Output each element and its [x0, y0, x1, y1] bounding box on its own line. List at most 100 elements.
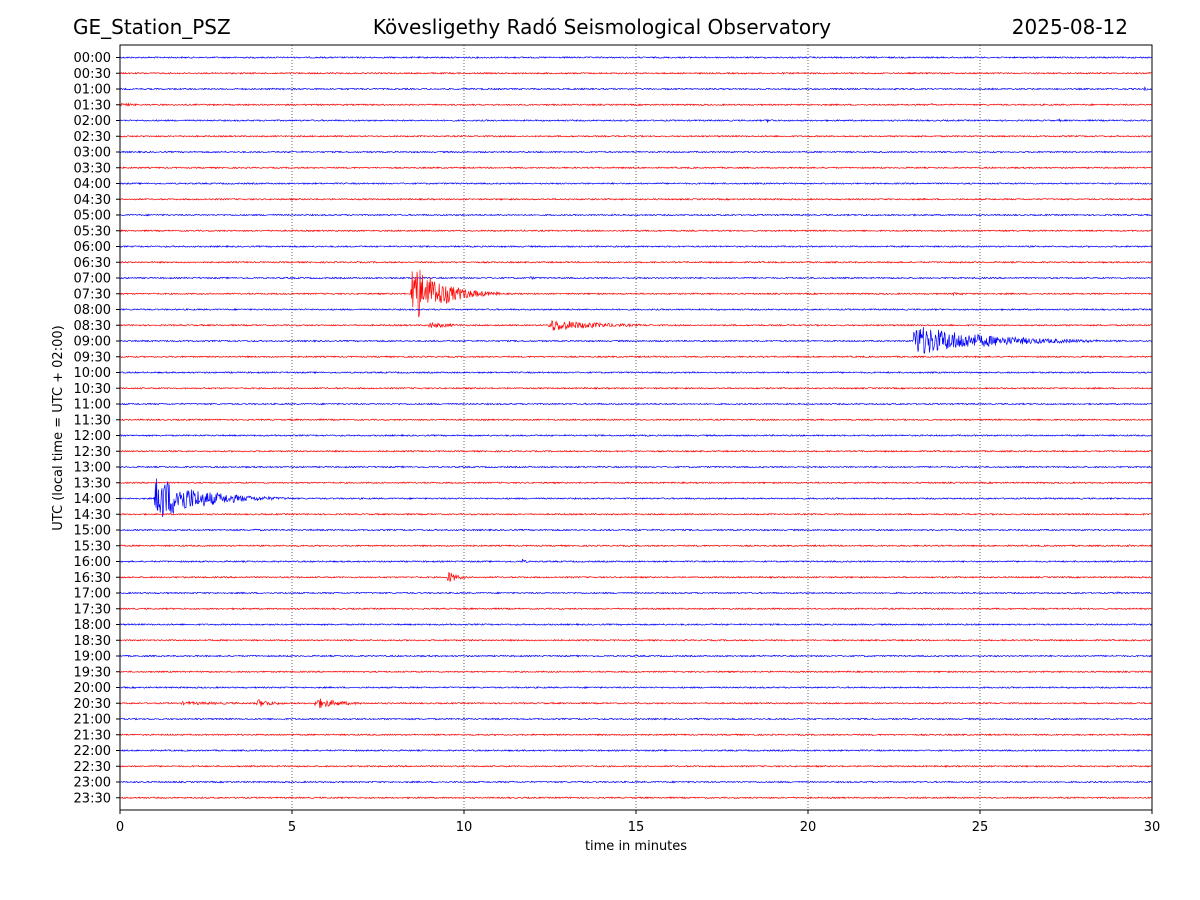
x-tick-label: 25: [972, 820, 989, 835]
y-tick-label: 05:00: [74, 209, 111, 224]
y-tick-label: 03:30: [74, 161, 111, 176]
trace-0830: [119, 319, 1152, 331]
y-tick-label: 04:30: [74, 193, 111, 208]
y-tick-label: 17:00: [74, 587, 111, 602]
y-tick-label: 06:00: [74, 240, 111, 255]
y-tick-label: 13:00: [74, 461, 111, 476]
grid-lines: [291, 45, 981, 810]
trace-0900: [119, 327, 1152, 354]
y-tick-label: 22:00: [74, 744, 111, 759]
y-tick-label: 18:00: [74, 618, 111, 633]
y-tick-label: 10:30: [74, 382, 111, 397]
trace-0430: [119, 197, 1152, 201]
y-tick-label: 02:30: [74, 130, 111, 145]
trace-0130: [119, 102, 1152, 107]
trace-1900: [119, 654, 1152, 658]
y-tick-label: 23:00: [74, 776, 111, 791]
trace-2230: [119, 764, 1152, 768]
y-tick-label: 01:30: [74, 98, 111, 113]
trace-0500: [119, 213, 1152, 217]
trace-0330: [119, 166, 1152, 170]
trace-1530: [119, 544, 1152, 548]
trace-0530: [119, 229, 1152, 233]
trace-2100: [119, 717, 1152, 721]
y-tick-label: 09:30: [74, 350, 111, 365]
y-tick-label: 12:30: [74, 445, 111, 460]
y-tick-label: 15:00: [74, 524, 111, 539]
y-tick-label: 19:00: [74, 650, 111, 665]
trace-0630: [119, 260, 1152, 264]
trace-1500: [119, 528, 1152, 532]
y-tick-label: 12:00: [74, 429, 111, 444]
y-tick-label: 02:00: [74, 114, 111, 129]
y-tick-label: 00:30: [74, 67, 111, 82]
chart-date: 2025-08-12: [1011, 15, 1128, 39]
y-tick-label: 08:00: [74, 303, 111, 318]
trace-0800: [119, 307, 1152, 312]
y-tick-label: 18:30: [74, 634, 111, 649]
y-tick-label: 16:30: [74, 571, 111, 586]
x-axis-label: time in minutes: [585, 839, 687, 854]
trace-0030: [119, 71, 1152, 75]
y-tick-label: 11:00: [74, 398, 111, 413]
trace-1930: [119, 670, 1152, 674]
x-tick-label: 20: [800, 820, 817, 835]
trace-2300: [119, 780, 1152, 784]
chart-title: Kövesligethy Radó Seismological Observat…: [372, 15, 832, 39]
trace-2030: [119, 698, 1152, 709]
y-tick-label: 07:30: [74, 287, 111, 302]
trace-0400: [119, 182, 1152, 186]
y-tick-label: 22:30: [74, 760, 111, 775]
y-tick-label: 05:30: [74, 224, 111, 239]
y-tick-label: 11:30: [74, 413, 111, 428]
trace-0230: [119, 134, 1152, 138]
y-tick-label: 10:00: [74, 366, 111, 381]
y-tick-label: 14:00: [74, 492, 111, 507]
trace-1330: [119, 481, 1152, 485]
x-tick-label: 5: [288, 820, 296, 835]
trace-1830: [119, 638, 1152, 642]
trace-2000: [119, 685, 1152, 689]
trace-1430: [119, 512, 1152, 516]
trace-2130: [119, 733, 1152, 737]
trace-2200: [119, 749, 1152, 753]
trace-1100: [119, 402, 1152, 406]
trace-0200: [119, 118, 1152, 124]
trace-0730: [119, 269, 1152, 318]
x-tick-label: 15: [628, 820, 645, 835]
trace-2330: [119, 796, 1152, 800]
trace-1800: [119, 623, 1152, 627]
seismogram-traces: [119, 55, 1152, 800]
trace-1700: [119, 591, 1152, 595]
y-tick-label: 08:30: [74, 319, 111, 334]
y-tick-label: 09:00: [74, 335, 111, 350]
x-tick-label: 0: [116, 820, 124, 835]
trace-1400: [119, 478, 1152, 518]
trace-0600: [119, 245, 1152, 249]
y-tick-label: 01:00: [74, 83, 111, 98]
y-axis-label: UTC (local time = UTC + 02:00): [51, 325, 66, 530]
trace-1000: [119, 371, 1152, 375]
y-tick-label: 15:30: [74, 539, 111, 554]
y-tick-label: 14:30: [74, 508, 111, 523]
trace-1300: [119, 465, 1152, 469]
y-tick-label: 19:30: [74, 665, 111, 680]
y-tick-label: 03:00: [74, 146, 111, 161]
trace-1630: [119, 572, 1152, 582]
trace-0300: [119, 150, 1152, 154]
trace-0700: [119, 276, 1152, 281]
y-tick-label: 21:00: [74, 713, 111, 728]
trace-1030: [119, 386, 1152, 390]
y-tick-label: 20:00: [74, 681, 111, 696]
trace-1230: [119, 449, 1152, 453]
y-tick-label: 17:30: [74, 602, 111, 617]
y-tick-label: 13:30: [74, 476, 111, 491]
y-tick-label: 21:30: [74, 728, 111, 743]
trace-0100: [119, 86, 1152, 92]
y-axis-ticks: 00:0000:3001:0001:3002:0002:3003:0003:30…: [74, 51, 120, 806]
y-tick-label: 23:30: [74, 791, 111, 806]
y-tick-label: 07:00: [74, 272, 111, 287]
trace-1200: [119, 434, 1152, 438]
trace-1730: [119, 607, 1152, 611]
